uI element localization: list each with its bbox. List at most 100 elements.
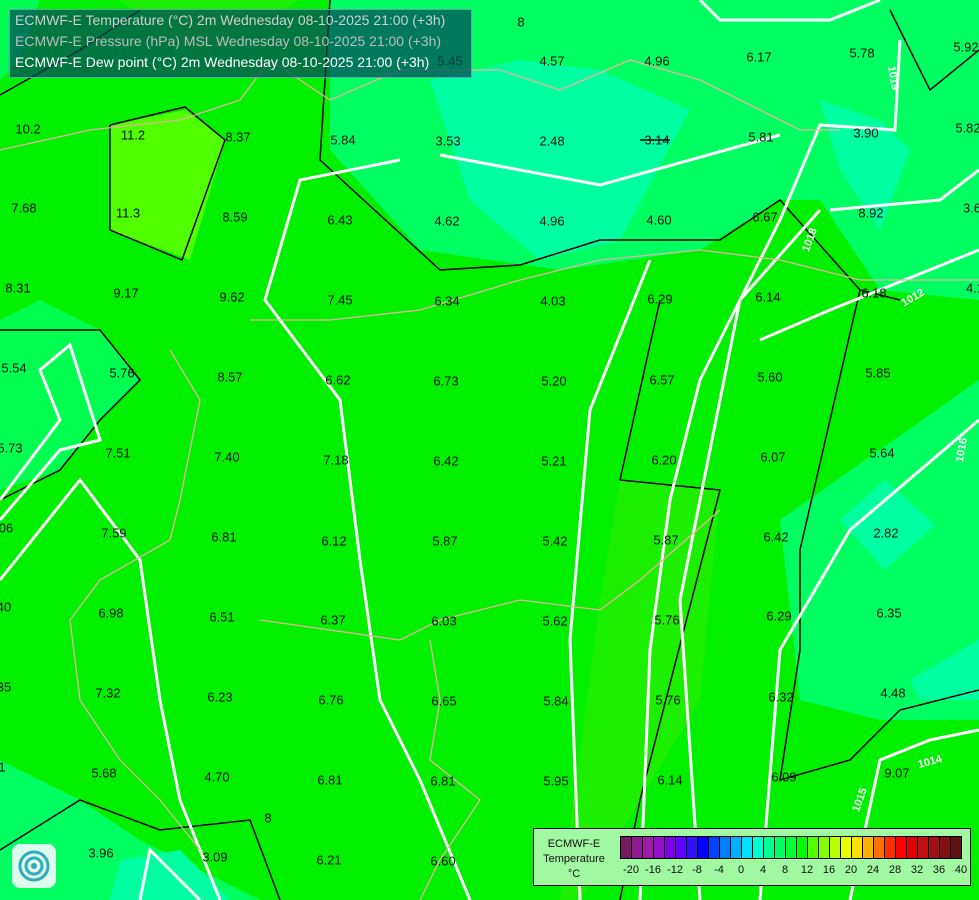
temperature-value: 6.18 xyxy=(861,285,887,301)
temperature-value: 8.57 xyxy=(217,369,243,385)
legend-color-swatch xyxy=(709,837,720,858)
temperature-value: 2.82 xyxy=(873,525,899,541)
legend-color-swatch xyxy=(665,837,676,858)
legend-color-swatch xyxy=(698,837,709,858)
temperature-value: 4.57 xyxy=(539,53,565,69)
legend-color-swatch xyxy=(731,837,742,858)
legend-tick-label: 12 xyxy=(800,864,814,876)
temperature-value: 6.32 xyxy=(768,689,794,705)
temperature-value: 6.98 xyxy=(98,605,124,621)
legend-tick-label: 36 xyxy=(932,864,946,876)
isobar-label: 8 xyxy=(264,810,272,826)
temperature-value: 5.84 xyxy=(330,132,356,148)
legend-color-swatch xyxy=(753,837,764,858)
temperature-value: 6.57 xyxy=(649,372,675,388)
temperature-value: 11.3 xyxy=(115,205,141,221)
map-title-panel: ECMWF-E Temperature (°C) 2m Wednesday 08… xyxy=(9,9,472,78)
temperature-value: 6.29 xyxy=(766,608,792,624)
temperature-value: 5.87 xyxy=(653,532,679,548)
legend-color-swatch xyxy=(720,837,731,858)
temperature-value: 4.70 xyxy=(204,769,230,785)
temperature-value: 4.96 xyxy=(644,53,670,69)
temperature-value: 6.81 xyxy=(430,773,456,789)
legend-color-swatch xyxy=(874,837,885,858)
temperature-value: 6.81 xyxy=(317,772,343,788)
temperature-value: 4.1 xyxy=(965,280,979,296)
temperature-value: 6.51 xyxy=(209,609,235,625)
temperature-title: ECMWF-E Temperature (°C) 2m Wednesday 08… xyxy=(15,12,446,28)
legend-color-swatch xyxy=(863,837,874,858)
temperature-value: 9.62 xyxy=(219,289,245,305)
legend-color-swatch xyxy=(929,837,940,858)
legend-color-swatch xyxy=(742,837,753,858)
legend-color-swatch xyxy=(643,837,654,858)
legend-color-swatch xyxy=(841,837,852,858)
legend-tick-label: 40 xyxy=(954,864,968,876)
legend-color-swatch xyxy=(885,837,896,858)
legend-tick-label: 8 xyxy=(781,864,789,876)
temperature-value: 6.73 xyxy=(433,373,459,389)
temperature-value: 8.37 xyxy=(225,129,251,145)
temperature-value: 5.64 xyxy=(869,445,895,461)
temperature-value: 5.76 xyxy=(109,365,135,381)
temperature-value: 5.62 xyxy=(542,613,568,629)
temperature-value: 6.65 xyxy=(431,693,457,709)
temperature-value: 5.42 xyxy=(542,533,568,549)
temperature-value: 9.07 xyxy=(884,765,910,781)
temperature-value: 3.6 xyxy=(962,200,979,216)
temperature-value: 9.17 xyxy=(113,285,139,301)
temperature-value: 6.34 xyxy=(434,293,460,309)
isobar-label: 8 xyxy=(517,14,525,30)
temperature-value: 6.21 xyxy=(316,852,342,868)
temperature-value: 5.76 xyxy=(655,692,681,708)
temperature-value: 6.67 xyxy=(752,209,778,225)
temperature-value: 8.59 xyxy=(222,209,248,225)
temperature-value: 5.95 xyxy=(543,773,569,789)
temperature-value: 35 xyxy=(0,679,12,695)
temperature-value: 5.84 xyxy=(543,693,569,709)
temperature-value: 6.62 xyxy=(325,372,351,388)
legend-tick-label: -8 xyxy=(692,864,702,876)
temperature-value: 6.03 xyxy=(431,613,457,629)
legend-color-swatch xyxy=(830,837,841,858)
temperature-value: 1 xyxy=(0,759,6,775)
legend-color-swatch xyxy=(819,837,830,858)
temperature-value: 7.68 xyxy=(11,200,37,216)
legend-color-swatch xyxy=(896,837,907,858)
temperature-value: 5.81 xyxy=(748,129,774,145)
temperature-value: 6.76 xyxy=(318,692,344,708)
temperature-value: 4.48 xyxy=(880,685,906,701)
legend-tick-label: 4 xyxy=(759,864,767,876)
temperature-value: 7.40 xyxy=(214,449,240,465)
legend-tick-label: 16 xyxy=(822,864,836,876)
temperature-value: 6.37 xyxy=(320,612,346,628)
dewpoint-title: ECMWF-E Dew point (°C) 2m Wednesday 08-1… xyxy=(15,54,430,70)
temperature-value: 6.23 xyxy=(207,689,233,705)
temperature-value: 7.51 xyxy=(105,445,131,461)
temperature-value: 6.29 xyxy=(647,291,673,307)
temperature-value: 3.53 xyxy=(435,133,461,149)
legend-color-swatch xyxy=(907,837,918,858)
temperature-value: 6.14 xyxy=(755,289,781,305)
temperature-value: 4.03 xyxy=(540,293,566,309)
temperature-value: 6.17 xyxy=(746,49,772,65)
legend-colorbar xyxy=(620,836,962,859)
temperature-value: 10.2 xyxy=(15,121,41,137)
legend-tick-label: -4 xyxy=(714,864,724,876)
legend-tick-label: 24 xyxy=(866,864,880,876)
temperature-value: 6.35 xyxy=(876,605,902,621)
legend-color-swatch xyxy=(632,837,643,858)
temperature-value: 7.18 xyxy=(323,452,349,468)
temperature-value: 3.09 xyxy=(202,849,228,865)
legend-color-swatch xyxy=(687,837,698,858)
temperature-value: 5.76 xyxy=(654,612,680,628)
legend-unit: °C xyxy=(567,868,581,880)
temperature-value: 40 xyxy=(0,599,12,615)
temperature-value: 6.20 xyxy=(651,452,677,468)
temperature-value: 5.73 xyxy=(0,440,23,456)
temperature-value: 5.82 xyxy=(955,120,979,136)
temperature-value: 7.45 xyxy=(327,292,353,308)
temperature-value: 4.96 xyxy=(539,213,565,229)
